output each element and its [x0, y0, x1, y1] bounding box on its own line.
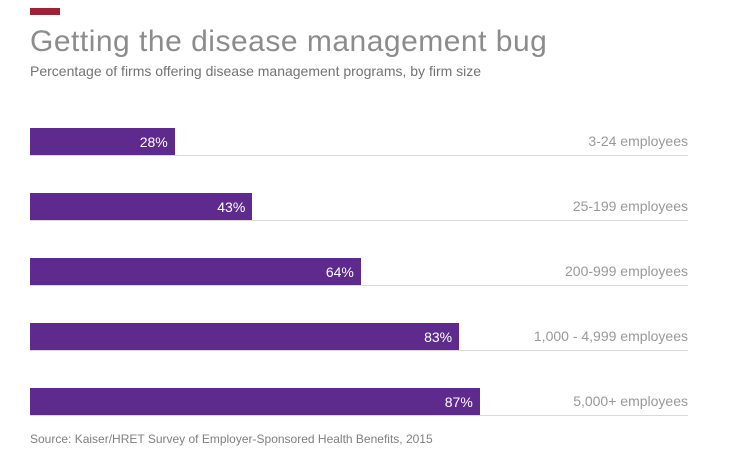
category-label: 5,000+ employees — [573, 393, 688, 409]
bar-track: 43% — [30, 193, 547, 220]
category-label: 1,000 - 4,999 employees — [533, 328, 688, 344]
bar-track: 64% — [30, 258, 547, 285]
bar-track: 87% — [30, 388, 547, 415]
chart-subtitle: Percentage of firms offering disease man… — [30, 63, 482, 79]
category-label: 200-999 employees — [565, 263, 688, 279]
bar-value-label: 43% — [217, 198, 246, 215]
bar: 83% — [30, 323, 460, 350]
bar: 28% — [30, 128, 175, 155]
chart-row: 28% 3-24 employees — [30, 91, 688, 156]
bar-value-label: 64% — [325, 263, 354, 280]
bar-chart: 28% 3-24 employees 43% 25-199 employees … — [30, 91, 688, 416]
bar: 64% — [30, 258, 361, 285]
bar-track: 83% — [30, 323, 547, 350]
chart-title: Getting the disease management bug — [30, 25, 548, 58]
bar-value-label: 28% — [139, 133, 168, 150]
bar-track: 28% — [30, 128, 547, 155]
source-note: Source: Kaiser/HRET Survey of Employer-S… — [30, 432, 433, 446]
chart-row: 83% 1,000 - 4,999 employees — [30, 286, 688, 351]
category-label: 3-24 employees — [588, 133, 688, 149]
bar-value-label: 87% — [444, 393, 473, 410]
chart-row: 43% 25-199 employees — [30, 156, 688, 221]
accent-mark — [30, 8, 60, 15]
chart-row: 87% 5,000+ employees — [30, 351, 688, 416]
chart-row: 64% 200-999 employees — [30, 221, 688, 286]
bar: 43% — [30, 193, 253, 220]
bar: 87% — [30, 388, 480, 415]
bar-value-label: 83% — [424, 328, 453, 345]
category-label: 25-199 employees — [572, 198, 688, 214]
